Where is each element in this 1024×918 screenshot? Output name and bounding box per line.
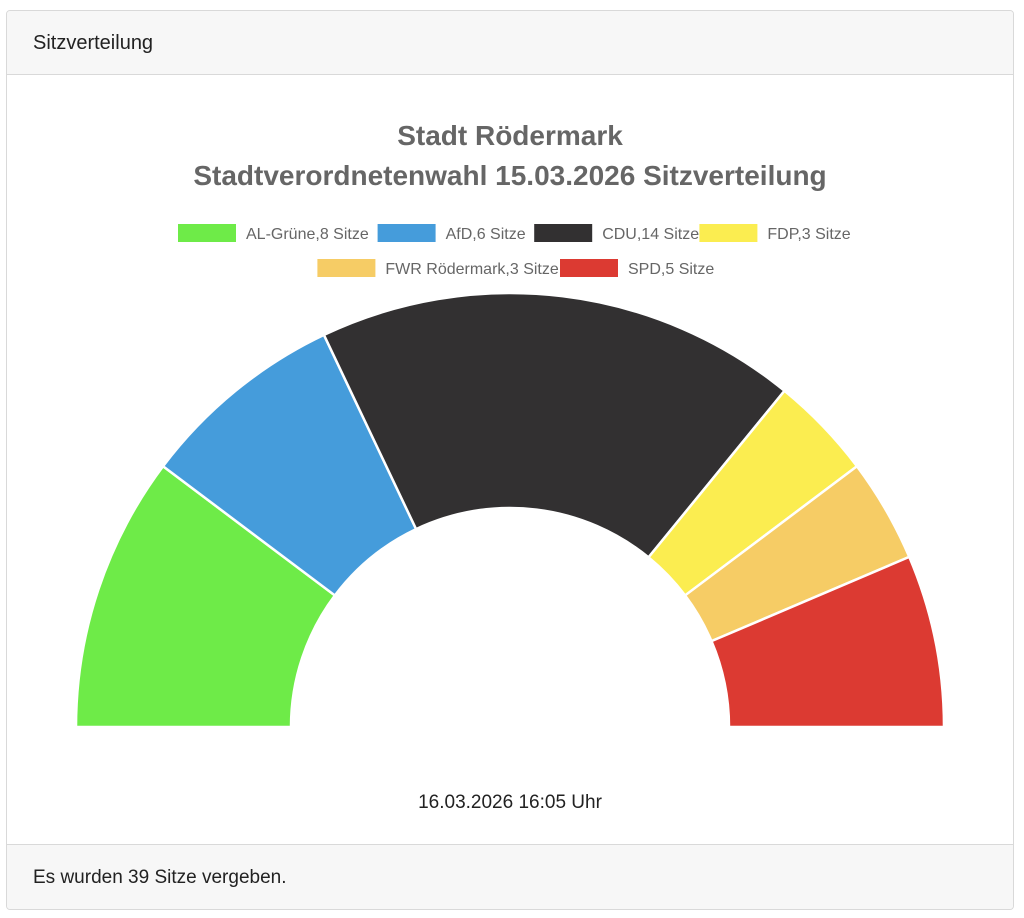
legend-swatch xyxy=(178,224,236,242)
legend-label: FWR Rödermark,3 Sitze xyxy=(385,261,558,278)
legend-item[interactable]: FDP,3 Sitze xyxy=(699,224,851,243)
seat-distribution-card: Sitzverteilung Es wurden 39 Sitze vergeb… xyxy=(6,10,1014,910)
slice-spd[interactable] xyxy=(709,555,946,729)
chart-timestamp: 16.03.2026 16:05 Uhr xyxy=(418,792,602,813)
legend-swatch xyxy=(699,224,758,242)
legend-item[interactable]: CDU,14 Sitze xyxy=(534,224,699,243)
legend-swatch xyxy=(377,224,436,242)
legend-label: SPD,5 Sitze xyxy=(628,261,714,278)
legend-swatch xyxy=(534,224,593,242)
card-header: Sitzverteilung xyxy=(7,11,1013,75)
slices xyxy=(74,291,946,729)
card-footer: Es wurden 39 Sitze vergeben. xyxy=(7,844,1013,909)
legend-item[interactable]: AL-Grüne,8 Sitze xyxy=(178,224,369,243)
legend-item[interactable]: AfD,6 Sitze xyxy=(377,224,526,243)
legend-label: CDU,14 Sitze xyxy=(602,226,699,243)
chart-title-line2: Stadtverordnetenwahl 15.03.2026 Sitzvert… xyxy=(193,160,826,191)
legend-swatch xyxy=(560,259,618,277)
slice-cdu[interactable] xyxy=(322,291,787,560)
legend-label: FDP,3 Sitze xyxy=(767,226,850,243)
slice-al-gr-ne[interactable] xyxy=(74,464,337,729)
legend-swatch xyxy=(317,259,376,277)
legend-item[interactable]: FWR Rödermark,3 Sitze xyxy=(317,259,559,278)
legend: AL-Grüne,8 Sitze AfD,6 Sitze CDU,14 Sitze F… xyxy=(178,224,851,278)
legend-item[interactable]: SPD,5 Sitze xyxy=(560,259,714,278)
chart-title-line1: Stadt Rödermark xyxy=(397,120,623,151)
legend-label: AL-Grüne,8 Sitze xyxy=(246,226,369,243)
legend-label: AfD,6 Sitze xyxy=(446,226,526,243)
